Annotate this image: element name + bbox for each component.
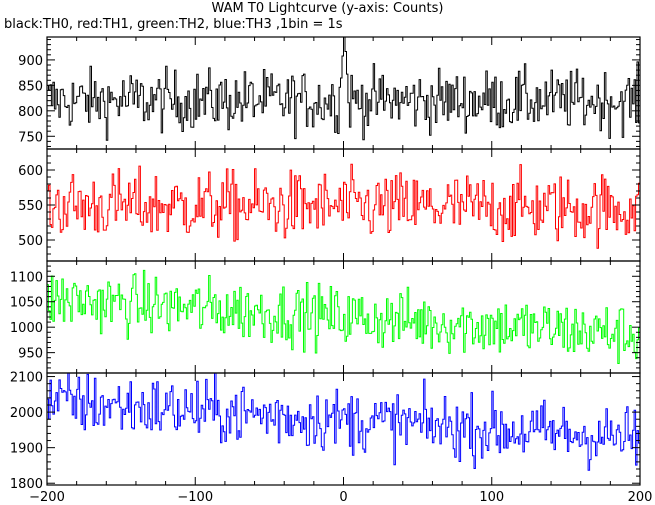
series-th3 [47, 373, 640, 471]
x-tick-label: 0 [339, 490, 347, 505]
y-tick-label: 550 [18, 199, 43, 214]
y-tick-label: 1100 [10, 270, 43, 285]
y-tick-label: 850 [18, 79, 43, 94]
series-th0 [47, 37, 640, 141]
y-tick-label: 900 [18, 54, 43, 69]
y-tick-label: 1800 [10, 477, 43, 492]
y-tick-label: 800 [18, 105, 43, 120]
x-tick-label: 100 [479, 490, 504, 505]
panel-th0: 750 800 850 900 [18, 36, 641, 150]
x-tick-label: 200 [628, 490, 653, 505]
y-tick-label: 2100 [10, 371, 43, 386]
chart-subtitle: black:TH0, red:TH1, green:TH2, blue:TH3 … [4, 17, 343, 32]
y-tick-label: 2000 [10, 406, 43, 421]
y-tick-label: 750 [18, 130, 43, 145]
y-tick-label: 1050 [10, 296, 43, 311]
y-tick-label: 1000 [10, 321, 43, 336]
x-tick-label: −200 [29, 490, 65, 505]
y-tick-label: 600 [18, 164, 43, 179]
y-tick-label: 500 [18, 234, 43, 249]
chart-title: WAM T0 Lightcurve (y-axis: Counts) [211, 1, 444, 16]
y-tick-label: 950 [18, 347, 43, 362]
series-th1 [47, 163, 640, 249]
x-tick-label: −100 [177, 490, 213, 505]
panel-th2: 950 1000 1050 1100 [10, 260, 641, 374]
panel-th1: 500 550 600 [18, 148, 641, 262]
series-th2 [47, 269, 640, 364]
panel-th3: 1800 1900 2000 2100 [10, 371, 641, 492]
y-tick-label: 1900 [10, 442, 43, 457]
